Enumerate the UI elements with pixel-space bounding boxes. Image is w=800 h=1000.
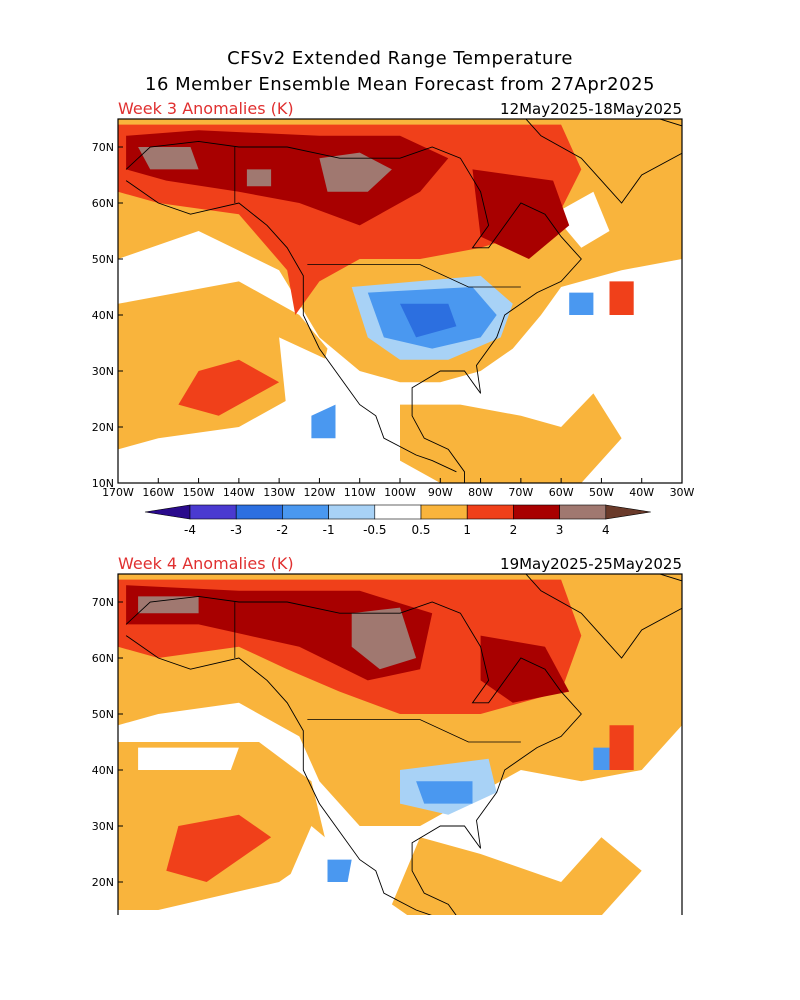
very-hot-region xyxy=(246,169,272,187)
latitude-label: 20N xyxy=(92,876,114,889)
longitude-label: 150W xyxy=(183,486,215,499)
latitude-label: 40N xyxy=(92,309,114,322)
longitude-label: 30W xyxy=(670,486,695,499)
week4-map-panel: 70N60N50N40N30N20N10N170W160W150W140W130… xyxy=(92,573,683,915)
very-hot-region xyxy=(351,607,417,670)
cool-region xyxy=(593,747,610,770)
coastline xyxy=(125,140,582,483)
longitude-label: 160W xyxy=(142,486,174,499)
longitude-label: 130W xyxy=(263,486,295,499)
longitude-label: 60W xyxy=(549,486,574,499)
us-canada-border xyxy=(307,719,521,743)
latitude-label: 30N xyxy=(92,365,114,378)
warm-region xyxy=(178,359,280,416)
colorbar-level-label: 1 xyxy=(463,523,471,537)
anomaly-field xyxy=(118,574,682,915)
latitude-label: 30N xyxy=(92,820,114,833)
coastline xyxy=(125,635,432,915)
week4-date-range: 19May2025-25May2025 xyxy=(500,555,682,573)
latitude-label: 60N xyxy=(92,197,114,210)
cold-region xyxy=(400,303,457,338)
coastline xyxy=(125,595,582,915)
latitude-label: 60N xyxy=(92,652,114,665)
anomaly-field xyxy=(118,119,682,483)
latitude-label: 50N xyxy=(92,708,114,721)
latitude-label: 70N xyxy=(92,141,114,154)
colorbar-level-label: -0.5 xyxy=(363,523,386,537)
longitude-label: 120W xyxy=(303,486,335,499)
longitude-label: 110W xyxy=(344,486,376,499)
longitude-label: 90W xyxy=(428,486,453,499)
longitude-label: 50W xyxy=(589,486,614,499)
latitude-label: 20N xyxy=(92,421,114,434)
greenland-outline xyxy=(525,574,682,659)
warm-region xyxy=(166,814,272,882)
neutral-region xyxy=(553,191,610,248)
week3-date-range: 12May2025-18May2025 xyxy=(500,100,682,118)
colorbar-level-label: 2 xyxy=(510,523,518,537)
warm-region xyxy=(609,725,634,770)
week3-panel-label: Week 3 Anomalies (K) xyxy=(118,99,294,118)
warm-region xyxy=(391,837,642,915)
longitude-label: 100W xyxy=(384,486,416,499)
hot-region xyxy=(126,130,449,226)
latitude-label: 50N xyxy=(92,253,114,266)
latitude-label: 10N xyxy=(92,477,114,490)
colorbar-level-label: 4 xyxy=(602,523,610,537)
colorbar-level-label: 3 xyxy=(556,523,564,537)
title-line-1: CFSv2 Extended Range Temperature xyxy=(227,48,573,69)
colorbar-level-label: -3 xyxy=(230,523,242,537)
map-frame xyxy=(117,573,683,915)
longitude-label: 40W xyxy=(629,486,654,499)
greenland-outline xyxy=(525,119,682,204)
cool-region xyxy=(416,781,473,804)
colorbar-level-label: -4 xyxy=(184,523,196,537)
cool-region xyxy=(327,859,352,882)
coastline xyxy=(125,180,457,473)
warm-region xyxy=(609,281,634,315)
very-hot-region xyxy=(319,152,392,192)
colorbar-level-label: -1 xyxy=(323,523,335,537)
latitude-label: 40N xyxy=(92,764,114,777)
neutral-region xyxy=(279,337,360,439)
colorbar-level-label: -2 xyxy=(276,523,288,537)
title-line-2: 16 Member Ensemble Mean Forecast from 27… xyxy=(145,74,655,95)
latitude-label: 70N xyxy=(92,596,114,609)
longitude-label: 140W xyxy=(223,486,255,499)
hot-region xyxy=(126,585,433,681)
neutral-region xyxy=(287,826,352,905)
neutral-region xyxy=(138,747,239,770)
cool-region xyxy=(311,404,336,439)
very-hot-region xyxy=(138,596,199,614)
us-canada-border xyxy=(307,264,521,288)
cool-region xyxy=(569,292,594,315)
longitude-label: 70W xyxy=(508,486,533,499)
very-hot-region xyxy=(138,147,199,170)
warm-region xyxy=(400,393,622,483)
week4-panel-label: Week 4 Anomalies (K) xyxy=(118,554,294,573)
colorbar-right-arrow xyxy=(605,504,651,520)
longitude-label: 170W xyxy=(102,486,134,499)
hot-region xyxy=(480,635,570,703)
colorbar-level-label: 0.5 xyxy=(411,523,430,537)
longitude-label: 80W xyxy=(468,486,493,499)
